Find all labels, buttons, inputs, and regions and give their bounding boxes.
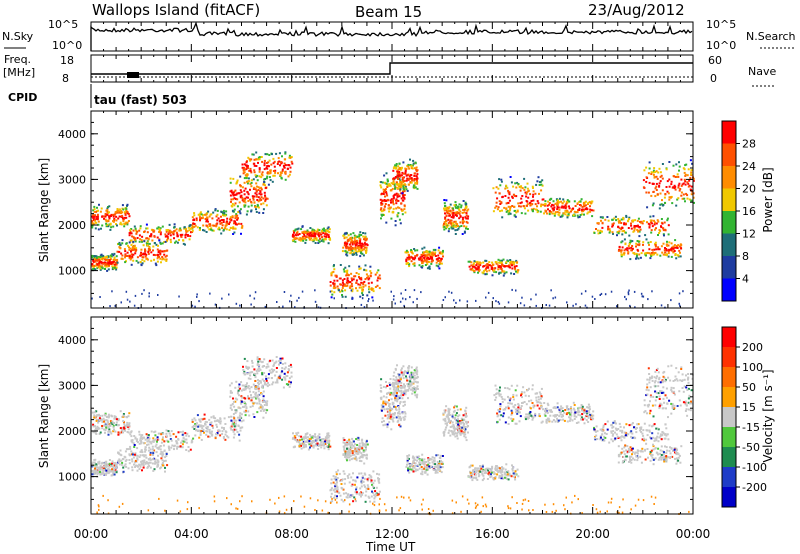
velocity-colorbar-label: Velocity [m s⁻¹] xyxy=(761,369,775,462)
ytick-label: 3000 xyxy=(58,379,86,392)
noise-tick-low: 10^0 xyxy=(52,39,82,52)
power-colorbar-label: Power [dB] xyxy=(761,167,775,232)
colorbar-tick: 12 xyxy=(742,228,756,241)
colorbar-tick: -15 xyxy=(742,421,760,434)
noise-tick-high-right: 10^5 xyxy=(706,18,736,31)
noise-panel: N.Sky 10^5 10^0 10^5 10^0 N.Search xyxy=(2,18,796,52)
velocity-ylabel: Slant Range [km] xyxy=(37,364,51,468)
xaxis-label: Time UT xyxy=(365,540,416,554)
colorbar-tick: 16 xyxy=(742,205,756,218)
power-data xyxy=(91,151,695,309)
nave-tick-high: 60 xyxy=(708,54,722,67)
xtick-label: 04:00 xyxy=(174,527,209,541)
ytick-label: 1000 xyxy=(58,471,86,484)
nave-tick-low: 0 xyxy=(710,72,717,85)
colorbar-tick: 4 xyxy=(742,273,749,286)
frequency-series xyxy=(91,62,693,75)
velocity-colorbar: 200 100 50 15 -15 -50 -100 -200 xyxy=(721,326,767,508)
xtick-label: 08:00 xyxy=(274,527,309,541)
nsearch-label: N.Search xyxy=(746,30,796,43)
colorbar-tick: -200 xyxy=(742,481,767,494)
velocity-data xyxy=(91,356,694,516)
freq-tick-high: 18 xyxy=(60,54,74,67)
colorbar-tick: 8 xyxy=(742,250,749,263)
colorbar-tick: 24 xyxy=(742,160,756,173)
freq-unit: [MHz] xyxy=(3,66,35,79)
date-title: 23/Aug/2012 xyxy=(588,1,685,19)
station-title: Wallops Island (fitACF) xyxy=(92,1,260,19)
ytick-label: 1000 xyxy=(58,265,86,278)
colorbar-tick: 200 xyxy=(742,341,763,354)
ytick-label: 3000 xyxy=(58,173,86,186)
cpid-value: tau (fast) 503 xyxy=(94,93,187,107)
velocity-panel: 1000 2000 3000 4000 Slant Range [km] 200 100… xyxy=(37,316,775,516)
freq-tick-low: 8 xyxy=(62,72,69,85)
colorbar-tick: -100 xyxy=(742,461,767,474)
xtick-label: 00:00 xyxy=(676,527,711,541)
colorbar-tick: 15 xyxy=(742,401,756,414)
ytick-label: 4000 xyxy=(58,128,86,141)
power-panel: 1000 2000 3000 4000 Slant Range [km] 28 24 20… xyxy=(37,110,775,309)
ytick-label: 2000 xyxy=(58,219,86,232)
xtick-label: 16:00 xyxy=(475,527,510,541)
freq-panel: Freq. [MHz] 18 8 60 0 Nave xyxy=(3,53,776,87)
colorbar-tick: 50 xyxy=(742,381,756,394)
power-colorbar: 28 24 20 16 12 8 4 xyxy=(721,120,756,302)
ytick-label: 4000 xyxy=(58,334,86,347)
nsky-label: N.Sky xyxy=(2,30,34,43)
xtick-label: 20:00 xyxy=(575,527,610,541)
power-ylabel: Slant Range [km] xyxy=(37,158,51,262)
beam-title: Beam 15 xyxy=(355,3,422,21)
colorbar-tick: 28 xyxy=(742,138,756,151)
freq-spike xyxy=(127,72,139,78)
xtick-label: 00:00 xyxy=(74,527,109,541)
noise-tick-low-right: 10^0 xyxy=(706,39,736,52)
colorbar-tick: 100 xyxy=(742,361,763,374)
colorbar-tick: -50 xyxy=(742,441,760,454)
colorbar-tick: 20 xyxy=(742,183,756,196)
xtick-label: 12:00 xyxy=(375,527,410,541)
freq-label: Freq. xyxy=(4,53,31,66)
noise-tick-high: 10^5 xyxy=(48,18,78,31)
nave-label: Nave xyxy=(748,65,776,78)
cpid-label: CPID xyxy=(8,91,37,104)
ytick-label: 2000 xyxy=(58,425,86,438)
time-axis: 00:00 04:00 08:00 12:00 16:00 20:00 00:00 xyxy=(74,22,711,541)
noise-sky-series xyxy=(90,21,693,51)
